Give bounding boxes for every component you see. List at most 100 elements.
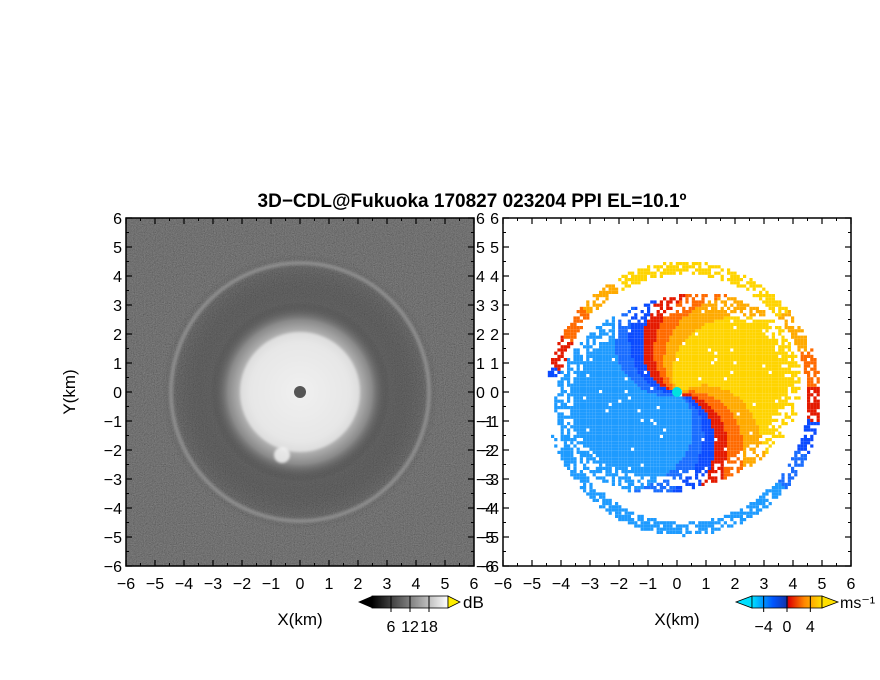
velocity-cell (698, 335, 702, 339)
velocity-cell (611, 463, 615, 467)
velocity-cell (631, 377, 635, 381)
velocity-cell (765, 399, 769, 403)
velocity-cell (663, 345, 667, 349)
velocity-cell (704, 348, 708, 352)
velocity-cell (755, 332, 759, 336)
velocity-cell (727, 450, 731, 454)
velocity-cell (576, 316, 580, 320)
velocity-cell (755, 367, 759, 371)
velocity-cell (634, 463, 638, 467)
velocity-cell (640, 329, 644, 333)
velocity-cell (723, 415, 727, 419)
velocity-cell (579, 310, 583, 314)
velocity-cell (797, 463, 801, 467)
velocity-cell (762, 345, 766, 349)
velocity-cell (663, 393, 667, 397)
velocity-cell (595, 434, 599, 438)
velocity-cell (621, 377, 625, 381)
velocity-cell (714, 294, 718, 298)
velocity-cell (749, 335, 753, 339)
velocity-cell (656, 402, 660, 406)
velocity-cell (637, 370, 641, 374)
velocity-cell (679, 374, 683, 378)
velocity-cell (765, 390, 769, 394)
velocity-cell (730, 383, 734, 387)
velocity-cell (615, 457, 619, 461)
velocity-cell (637, 377, 641, 381)
velocity-cell (701, 396, 705, 400)
velocity-cell (723, 454, 727, 458)
velocity-cell (656, 338, 660, 342)
velocity-cell (698, 527, 702, 531)
velocity-cell (579, 374, 583, 378)
velocity-cell (714, 431, 718, 435)
velocity-cell (576, 476, 580, 480)
velocity-cell (698, 409, 702, 413)
velocity-cell (557, 399, 561, 403)
y-tick-label: −4 (481, 501, 499, 518)
velocity-cell (781, 316, 785, 320)
velocity-cell (803, 364, 807, 368)
velocity-cell (592, 418, 596, 422)
velocity-cell (643, 326, 647, 330)
velocity-cell (599, 380, 603, 384)
velocity-cell (733, 271, 737, 275)
velocity-cell (627, 271, 631, 275)
velocity-cell (624, 412, 628, 416)
velocity-cell (794, 470, 798, 474)
velocity-cell (653, 402, 657, 406)
velocity-cell (560, 370, 564, 374)
velocity-cell (739, 460, 743, 464)
velocity-cell (723, 348, 727, 352)
velocity-cell (640, 415, 644, 419)
velocity-cell (711, 441, 715, 445)
velocity-cell (733, 374, 737, 378)
velocity-cell (759, 457, 763, 461)
velocity-cell (647, 265, 651, 269)
velocity-cell (727, 402, 731, 406)
velocity-cell (711, 345, 715, 349)
velocity-cell (615, 345, 619, 349)
colorbar-tick-label: 4 (806, 619, 815, 636)
velocity-cell (711, 358, 715, 362)
velocity-cell (736, 457, 740, 461)
velocity-cell (618, 383, 622, 387)
velocity-cell (669, 454, 673, 458)
velocity-cell (698, 319, 702, 323)
velocity-cell (611, 422, 615, 426)
velocity-cell (647, 463, 651, 467)
velocity-cell (749, 361, 753, 365)
velocity-cell (794, 412, 798, 416)
velocity-cell (669, 351, 673, 355)
velocity-cell (679, 268, 683, 272)
velocity-cell (733, 297, 737, 301)
velocity-cell (554, 361, 558, 365)
velocity-cell (727, 380, 731, 384)
velocity-cell (576, 409, 580, 413)
velocity-cell (560, 402, 564, 406)
velocity-cell (573, 380, 577, 384)
colorbar-tick-label: 12 (401, 619, 419, 636)
velocity-cell (743, 351, 747, 355)
velocity-cell (627, 402, 631, 406)
velocity-cell (800, 354, 804, 358)
velocity-cell (701, 521, 705, 525)
velocity-cell (672, 326, 676, 330)
velocity-cell (647, 418, 651, 422)
x-tick-label: −6 (494, 576, 512, 593)
velocity-cell (803, 454, 807, 458)
velocity-cell (733, 396, 737, 400)
velocity-cell (602, 406, 606, 410)
velocity-cell (698, 316, 702, 320)
velocity-cell (717, 390, 721, 394)
velocity-cell (691, 329, 695, 333)
velocity-cell (560, 386, 564, 390)
velocity-cell (583, 444, 587, 448)
velocity-cell (675, 406, 679, 410)
velocity-cell (560, 345, 564, 349)
velocity-cell (730, 466, 734, 470)
velocity-cell (675, 530, 679, 534)
velocity-cell (583, 364, 587, 368)
velocity-cell (624, 383, 628, 387)
velocity-cell (615, 450, 619, 454)
